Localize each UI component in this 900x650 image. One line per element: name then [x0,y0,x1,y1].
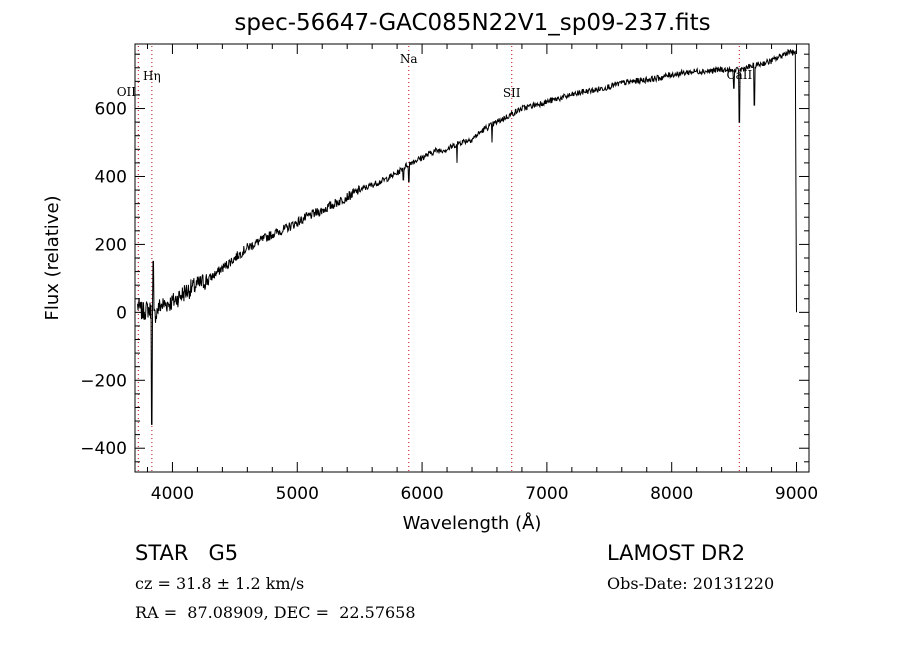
y-tick-label: −200 [80,371,127,391]
x-tick-label: 6000 [400,484,443,504]
spectrum-series-line [137,48,797,425]
observation-date: Obs-Date: 20131220 [607,574,775,593]
y-tick-label: 600 [95,100,127,120]
spectral-line-label: OII [117,85,137,99]
spectral-line-label: SII [503,86,521,100]
x-tick-label: 8000 [650,484,693,504]
x-axis-label: Wavelength (Å) [403,512,542,534]
object-class: STAR G5 [135,541,239,565]
y-tick-label: −400 [80,439,127,459]
axis-ticks [135,44,809,472]
x-tick-label: 7000 [525,484,568,504]
x-tick-label: 4000 [151,484,194,504]
x-tick-label: 9000 [775,484,818,504]
page-title: spec-56647-GAC085N22V1_sp09-237.fits [234,10,711,36]
survey-name: LAMOST DR2 [607,541,746,565]
y-axis-label: Flux (relative) [42,195,63,320]
spectral-line-label: Na [400,52,418,66]
spectral-line-label: Hη [143,69,161,83]
coordinates-readout: RA = 87.08909, DEC = 22.57658 [135,603,416,622]
y-tick-label: 200 [95,235,127,255]
x-tick-label: 5000 [276,484,319,504]
y-tick-label: 0 [116,303,127,323]
redshift-readout: cz = 31.8 ± 1.2 km/s [135,574,305,593]
axis-tick-labels: 4000 5000 6000 7000 8000 9000 −400 −200 0 200 400 6… [80,100,818,504]
y-tick-label: 400 [95,167,127,187]
